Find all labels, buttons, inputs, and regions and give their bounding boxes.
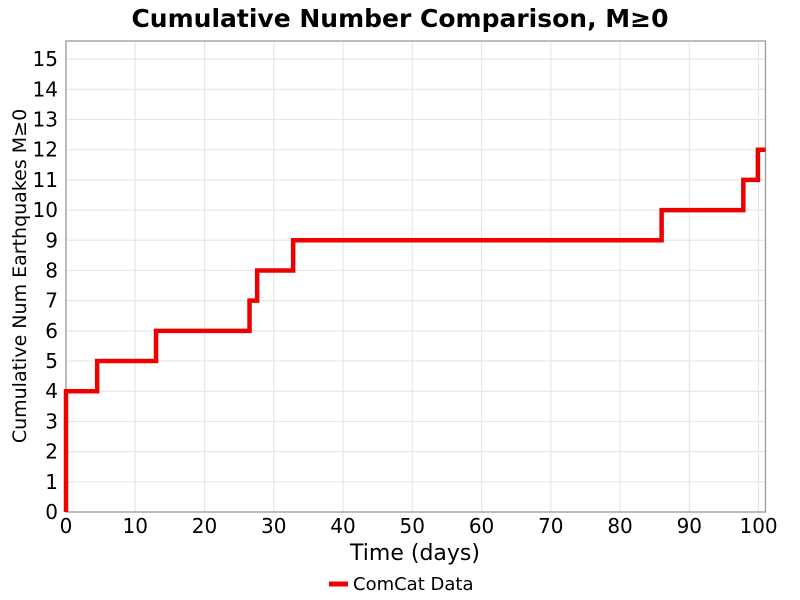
x-tick-label: 0: [60, 514, 73, 538]
y-tick-label: 7: [45, 289, 58, 313]
x-tick-label: 90: [677, 514, 702, 538]
legend-label: ComCat Data: [353, 574, 473, 595]
y-tick-label: 11: [33, 168, 58, 192]
plot-area: 0 10 20 30 40 50 60 70 80 90 100012345678910111213…: [33, 40, 778, 538]
x-tick-label: 20: [192, 514, 217, 538]
chart-title: Cumulative Number Comparison, M≥0: [131, 4, 668, 33]
x-axis-label: Time (days): [349, 541, 480, 566]
x-tick-label: 10: [123, 514, 148, 538]
x-tick-label: 80: [607, 514, 632, 538]
y-tick-label: 5: [45, 349, 58, 373]
y-tick-label: 13: [33, 108, 58, 132]
x-tick-label: 40: [330, 514, 355, 538]
y-tick-label: 0: [45, 500, 58, 524]
y-axis-label: Cumulative Num Earthquakes M≥0: [9, 109, 31, 443]
x-tick-label: 100: [739, 514, 777, 538]
y-tick-label: 6: [45, 319, 58, 343]
y-tick-label: 9: [45, 228, 58, 252]
x-tick-label: 50: [400, 514, 425, 538]
y-tick-label: 3: [45, 409, 58, 433]
plot-border: [65, 40, 767, 513]
y-tick-label: 10: [33, 198, 58, 222]
x-tick-label: 30: [261, 514, 286, 538]
y-tick-label: 14: [33, 77, 58, 101]
legend: ComCat Data: [329, 574, 473, 595]
series-step-line: [63, 147, 766, 512]
y-tick-label: 8: [45, 258, 58, 282]
y-tick-label: 4: [45, 379, 58, 403]
y-tick-label: 12: [33, 138, 58, 162]
x-tick-label: 60: [469, 514, 494, 538]
y-tick-label: 15: [33, 47, 58, 71]
y-tick-label: 2: [45, 440, 58, 464]
y-tick-label: 1: [45, 470, 58, 494]
x-tick-label: 70: [538, 514, 563, 538]
